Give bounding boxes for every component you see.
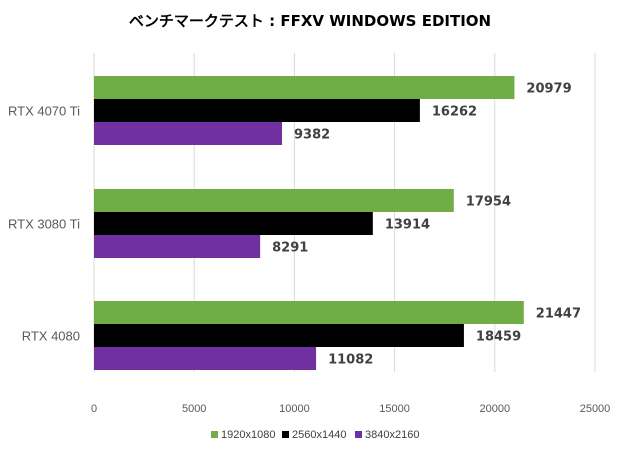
- legend-label: 1920x1080: [221, 429, 275, 441]
- bar-2560x1440-RTX-3080-Ti: [94, 212, 373, 235]
- data-label: 17954: [466, 195, 511, 210]
- x-tick-label: 20000: [480, 403, 511, 415]
- data-label: 13914: [385, 218, 430, 233]
- x-tick-label: 0: [91, 403, 97, 415]
- bar-2560x1440-RTX-4080: [94, 324, 464, 347]
- chart-title: ベンチマークテスト : FFXV WINDOWS EDITION: [128, 12, 492, 30]
- legend-label: 3840x2160: [365, 429, 419, 441]
- legend: 1920x1080 2560x1440 3840x2160: [211, 429, 419, 441]
- data-label: 11082: [328, 353, 373, 368]
- bar-3840x2160-RTX-4080: [94, 347, 317, 370]
- legend-swatch: [211, 431, 218, 438]
- legend-swatch: [355, 431, 362, 438]
- data-label: 20979: [526, 82, 571, 97]
- x-tick-label: 5000: [182, 403, 206, 415]
- category-label: RTX 4070 Ti: [8, 104, 80, 119]
- data-label: 9382: [294, 128, 330, 143]
- bar-1920x1080-RTX-4080: [94, 301, 524, 324]
- x-tick-label: 15000: [379, 403, 410, 415]
- data-labels: 20979 16262 9382 17954 13914 8291 21447 18459 11…: [272, 82, 581, 368]
- category-label: RTX 3080 Ti: [8, 217, 80, 232]
- data-label: 18459: [476, 330, 521, 345]
- category-label: RTX 4080: [22, 329, 80, 344]
- bar-1920x1080-RTX-4070-Ti: [94, 76, 515, 99]
- category-axis: RTX 4070 Ti RTX 3080 Ti RTX 4080: [8, 104, 80, 344]
- data-label: 21447: [536, 307, 581, 322]
- data-label: 16262: [432, 105, 477, 120]
- bar-1920x1080-RTX-3080-Ti: [94, 189, 454, 212]
- bar-3840x2160-RTX-4070-Ti: [94, 122, 283, 145]
- legend-swatch: [282, 431, 289, 438]
- data-label: 8291: [272, 241, 308, 256]
- legend-label: 2560x1440: [292, 429, 346, 441]
- bar-2560x1440-RTX-4070-Ti: [94, 99, 420, 122]
- bar-3840x2160-RTX-3080-Ti: [94, 235, 261, 258]
- value-axis: 0 5000 10000 15000 20000 25000: [91, 403, 610, 415]
- x-tick-label: 10000: [279, 403, 310, 415]
- x-tick-label: 25000: [580, 403, 611, 415]
- bars: [94, 76, 524, 370]
